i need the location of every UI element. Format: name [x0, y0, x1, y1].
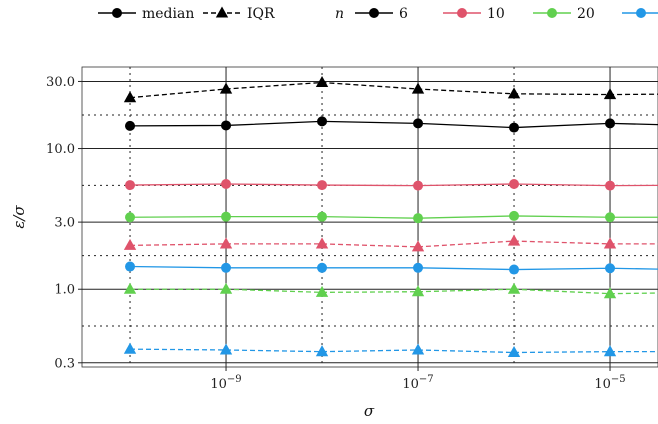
- data-point-circle: [221, 120, 232, 131]
- data-point-circle: [125, 261, 136, 272]
- x-tick-label: 10−9: [210, 374, 241, 392]
- data-point-circle: [125, 120, 136, 131]
- data-point-circle: [509, 178, 520, 189]
- data-point-triangle: [123, 342, 137, 354]
- data-point-circle: [317, 180, 328, 191]
- data-point-triangle: [603, 88, 617, 100]
- data-point-circle: [221, 178, 232, 189]
- data-point-circle: [636, 8, 646, 18]
- data-point-circle: [605, 263, 616, 274]
- series-n6-median: [125, 116, 658, 133]
- y-axis-label: ε/σ: [10, 205, 28, 229]
- y-tick-label: 1.0: [54, 283, 75, 298]
- data-point-circle: [317, 211, 328, 222]
- axes: 0.3 1.0 3.0 10.0 30.0 10−9 10−7 10−5: [46, 75, 626, 392]
- data-point-circle: [605, 118, 616, 129]
- data-point-circle: [221, 211, 232, 222]
- data-point-triangle: [315, 75, 329, 88]
- data-point-triangle: [123, 91, 137, 103]
- data-point-circle: [317, 262, 328, 273]
- data-point-triangle: [507, 282, 521, 294]
- data-point-triangle: [603, 237, 617, 249]
- data-point-triangle: [219, 237, 233, 249]
- series-n6-iqr: [123, 75, 658, 103]
- y-tick-label: 0.3: [54, 356, 75, 371]
- data-point-circle: [221, 262, 232, 273]
- series-line: [130, 265, 658, 271]
- data-point-triangle: [603, 345, 617, 357]
- y-tick-label: 10.0: [46, 142, 75, 157]
- data-point-triangle: [603, 287, 617, 299]
- data-point-circle: [413, 213, 424, 224]
- series-layer: [123, 75, 658, 358]
- data-point-triangle: [315, 237, 329, 249]
- data-point-circle: [125, 180, 136, 191]
- data-point-triangle: [215, 6, 229, 18]
- series-line: [130, 348, 658, 354]
- data-point-circle: [413, 262, 424, 273]
- data-point-triangle: [411, 82, 425, 94]
- data-point-triangle: [411, 240, 425, 252]
- y-tick-label: 3.0: [54, 216, 75, 231]
- series-n10-iqr: [123, 234, 658, 252]
- data-point-circle: [317, 116, 328, 127]
- data-point-circle: [509, 264, 520, 275]
- data-point-triangle: [507, 234, 521, 246]
- series-n20-median: [125, 210, 658, 224]
- x-axis-label: σ: [364, 402, 375, 420]
- series-line: [130, 120, 658, 129]
- series-n20-iqr: [123, 282, 658, 299]
- data-point-circle: [547, 8, 557, 18]
- data-point-circle: [605, 212, 616, 223]
- data-point-triangle: [219, 282, 233, 294]
- legend-label-iqr: IQR: [247, 6, 275, 22]
- data-point-triangle: [123, 238, 137, 250]
- data-point-circle: [369, 8, 379, 18]
- legend-title-n: n: [335, 6, 344, 22]
- x-tick-label: 10−5: [594, 374, 625, 392]
- legend: medianIQRn61020100: [98, 6, 658, 22]
- series-n100-median: [125, 261, 658, 275]
- data-point-triangle: [219, 82, 233, 94]
- data-point-triangle: [411, 343, 425, 355]
- data-point-circle: [457, 8, 467, 18]
- data-point-triangle: [411, 285, 425, 297]
- series-line: [129, 81, 658, 99]
- data-point-circle: [509, 210, 520, 221]
- data-point-circle: [413, 118, 424, 129]
- legend-label-median: median: [142, 6, 194, 22]
- series-n100-iqr: [123, 342, 658, 358]
- y-tick-label: 30.0: [46, 75, 75, 90]
- series-line: [130, 288, 658, 295]
- data-point-triangle: [315, 345, 329, 357]
- series-n10-median: [125, 178, 658, 191]
- data-point-triangle: [219, 343, 233, 355]
- x-tick-label: 10−7: [402, 374, 433, 392]
- data-point-triangle: [315, 285, 329, 297]
- plot-panel: [81, 66, 658, 368]
- series-line: [130, 215, 658, 219]
- legend-label-n-10: 10: [487, 6, 505, 22]
- data-point-triangle: [507, 346, 521, 358]
- data-point-circle: [509, 122, 520, 133]
- data-point-circle: [413, 180, 424, 191]
- data-point-circle: [605, 180, 616, 191]
- legend-label-n-6: 6: [399, 6, 408, 22]
- data-point-triangle: [123, 282, 137, 294]
- data-point-triangle: [507, 87, 521, 99]
- data-point-circle: [112, 8, 122, 18]
- legend-label-n-20: 20: [577, 6, 595, 22]
- data-point-circle: [125, 212, 136, 223]
- series-line: [130, 240, 658, 248]
